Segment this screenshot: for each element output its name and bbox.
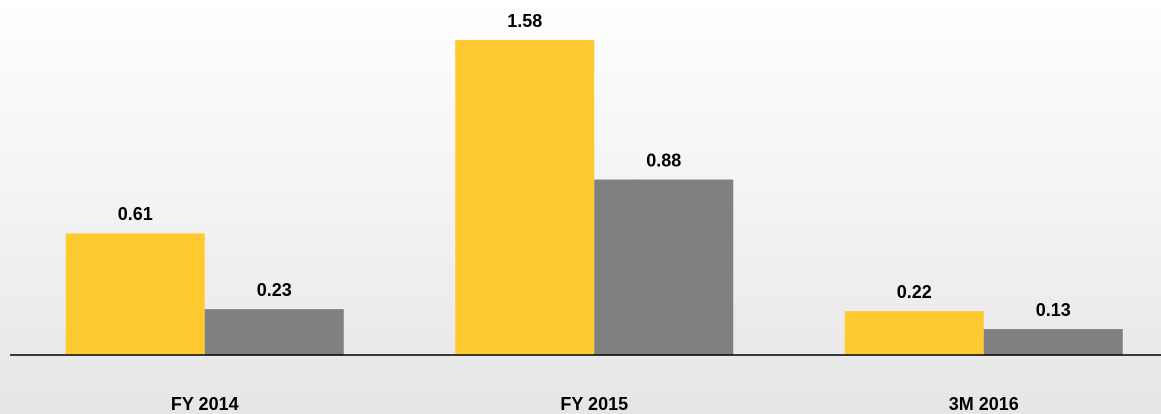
bar	[844, 311, 984, 355]
x-tick-label: FY 2014	[171, 394, 239, 414]
data-label: 1.58	[507, 11, 542, 31]
data-label: 0.88	[646, 150, 681, 170]
bar	[594, 179, 734, 355]
data-label: 0.61	[118, 204, 153, 224]
bar	[983, 329, 1123, 355]
data-label: 0.22	[897, 282, 932, 302]
data-label: 0.23	[257, 280, 292, 300]
x-tick-label: 3M 2016	[949, 394, 1019, 414]
data-label: 0.13	[1036, 300, 1071, 320]
bar	[204, 309, 344, 355]
x-tick-label: FY 2015	[560, 394, 628, 414]
bar	[455, 40, 595, 355]
bar	[65, 233, 205, 355]
